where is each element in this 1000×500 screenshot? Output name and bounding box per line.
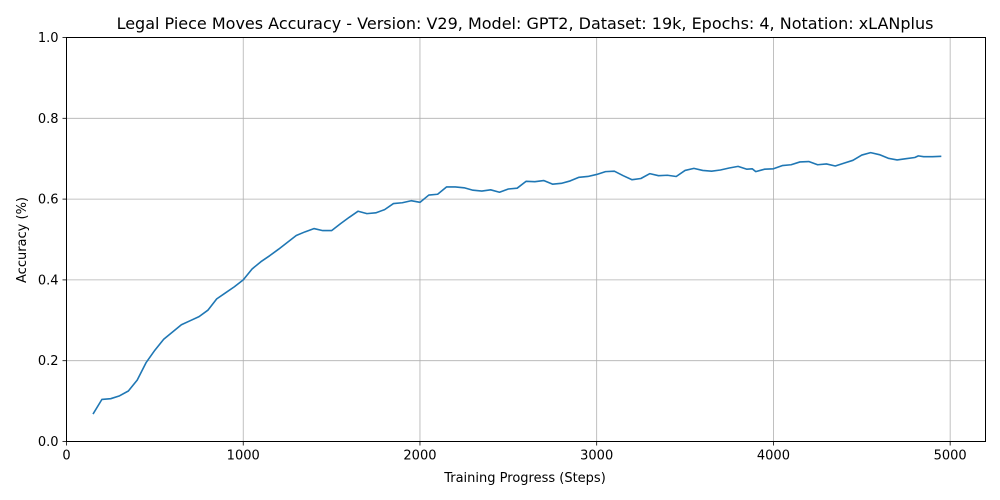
y-tick-label: 0.4: [38, 273, 59, 288]
x-axis-ticks: 0 1000 2000 3000 4000 5000: [62, 441, 967, 464]
x-axis-label: Training Progress (Steps): [443, 471, 606, 486]
y-tick-label: 0.2: [38, 354, 59, 369]
x-tick-label: 5000: [934, 449, 967, 464]
y-tick-label: 0.8: [38, 112, 59, 127]
plot-frame: [66, 37, 986, 442]
x-tick-label: 2000: [403, 449, 436, 464]
y-axis-label: Accuracy (%): [15, 197, 30, 283]
y-axis-ticks: 0.0 0.2 0.4 0.6 0.8 1.0: [38, 31, 67, 450]
x-tick-label: 1000: [227, 449, 260, 464]
x-tick-label: 4000: [757, 449, 790, 464]
grid: [66, 37, 986, 442]
x-tick-label: 0: [62, 449, 70, 464]
y-tick-label: 0.6: [38, 193, 59, 208]
chart-title: Legal Piece Moves Accuracy - Version: V2…: [117, 14, 934, 33]
y-tick-label: 1.0: [38, 31, 59, 46]
y-tick-label: 0.0: [38, 435, 59, 450]
series-layer: [92, 151, 942, 415]
series-line: [92, 151, 942, 415]
x-tick-label: 3000: [580, 449, 613, 464]
